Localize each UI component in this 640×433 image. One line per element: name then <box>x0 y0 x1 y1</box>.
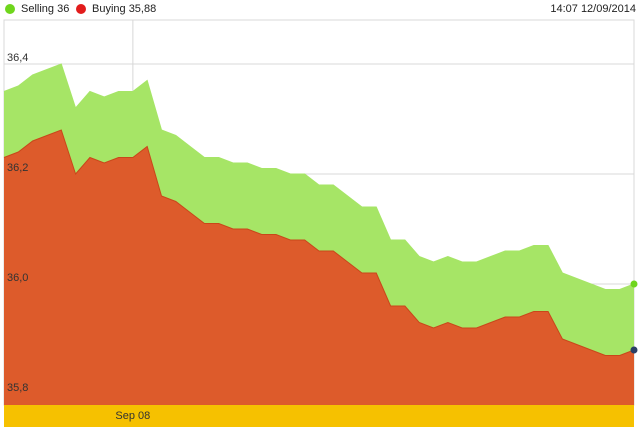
y-tick-label: 36,0 <box>7 272 28 284</box>
y-tick-label: 36,4 <box>7 52 28 64</box>
legend-item-buying[interactable]: Buying 35,88 <box>76 3 156 15</box>
legend-selling-label: Selling 36 <box>21 3 70 15</box>
timestamp: 14:07 12/09/2014 <box>550 3 636 15</box>
series-line-buying <box>3 129 635 356</box>
selling-end-point <box>630 280 638 288</box>
y-tick-label: 36,2 <box>7 162 28 174</box>
buying-end-point <box>630 346 638 354</box>
x-tick-label: Sep 08 <box>115 410 150 422</box>
y-tick-label: 35,8 <box>7 382 28 394</box>
series-line-selling <box>3 63 635 290</box>
legend-item-selling[interactable]: Selling 36 <box>5 3 69 15</box>
legend-buying-label: Buying 35,88 <box>92 3 157 15</box>
series-area-buying <box>4 130 634 405</box>
legend: Selling 36 Buying 35,88 14:07 12/09/2014 <box>0 0 640 20</box>
buying-dot-icon <box>76 4 86 14</box>
selling-dot-icon <box>5 4 15 14</box>
time-axis-band <box>4 405 634 427</box>
